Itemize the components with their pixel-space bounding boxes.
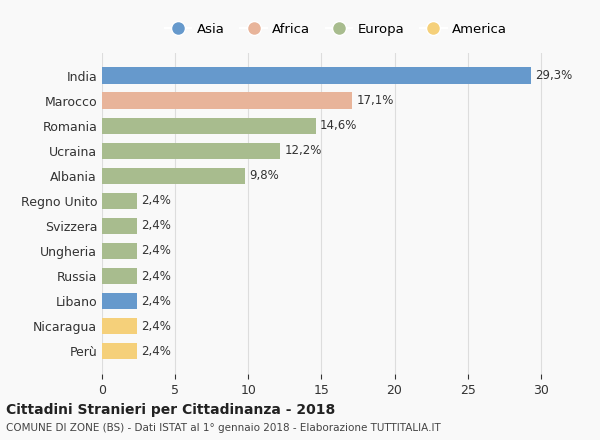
- Bar: [102, 218, 137, 234]
- Text: 2,4%: 2,4%: [142, 194, 172, 207]
- Text: 2,4%: 2,4%: [142, 270, 172, 282]
- Bar: [102, 143, 280, 159]
- Text: 2,4%: 2,4%: [142, 320, 172, 333]
- Text: 2,4%: 2,4%: [142, 220, 172, 232]
- Bar: [102, 67, 530, 84]
- Bar: [102, 92, 352, 109]
- Text: 17,1%: 17,1%: [356, 94, 394, 107]
- Text: 2,4%: 2,4%: [142, 245, 172, 257]
- Text: 9,8%: 9,8%: [250, 169, 280, 182]
- Text: 14,6%: 14,6%: [320, 119, 357, 132]
- Text: Cittadini Stranieri per Cittadinanza - 2018: Cittadini Stranieri per Cittadinanza - 2…: [6, 403, 335, 417]
- Text: 2,4%: 2,4%: [142, 345, 172, 358]
- Bar: [102, 293, 137, 309]
- Text: COMUNE DI ZONE (BS) - Dati ISTAT al 1° gennaio 2018 - Elaborazione TUTTITALIA.IT: COMUNE DI ZONE (BS) - Dati ISTAT al 1° g…: [6, 423, 441, 433]
- Legend: Asia, Africa, Europa, America: Asia, Africa, Europa, America: [160, 18, 512, 41]
- Bar: [102, 343, 137, 359]
- Bar: [102, 117, 316, 134]
- Bar: [102, 193, 137, 209]
- Text: 2,4%: 2,4%: [142, 295, 172, 308]
- Bar: [102, 268, 137, 284]
- Bar: [102, 168, 245, 184]
- Bar: [102, 318, 137, 334]
- Text: 29,3%: 29,3%: [535, 69, 572, 82]
- Text: 12,2%: 12,2%: [285, 144, 322, 157]
- Bar: [102, 243, 137, 259]
